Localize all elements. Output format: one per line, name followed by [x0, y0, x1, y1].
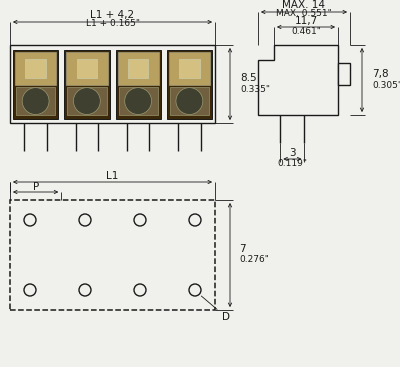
Circle shape: [24, 284, 36, 296]
Bar: [167, 50, 212, 119]
Text: 0.119": 0.119": [278, 160, 307, 168]
Bar: [67, 87, 106, 115]
Bar: [77, 59, 97, 78]
Circle shape: [24, 214, 36, 226]
Bar: [26, 59, 46, 78]
Text: 0.276": 0.276": [239, 255, 269, 265]
Text: L1 + 4,2: L1 + 4,2: [90, 10, 134, 20]
Text: MAX. 14: MAX. 14: [282, 0, 326, 10]
Bar: [116, 50, 161, 119]
Circle shape: [176, 88, 203, 115]
Text: 7: 7: [239, 244, 246, 254]
Bar: [66, 52, 108, 85]
Bar: [15, 52, 56, 85]
Bar: [338, 62, 350, 84]
Text: D: D: [201, 296, 230, 322]
Circle shape: [22, 88, 49, 115]
Bar: [64, 50, 110, 119]
Bar: [16, 87, 55, 115]
Bar: [128, 59, 148, 78]
Bar: [118, 87, 158, 115]
Bar: [118, 52, 159, 85]
Polygon shape: [258, 45, 338, 115]
Bar: [13, 50, 58, 119]
Bar: [10, 200, 215, 310]
Circle shape: [74, 88, 100, 115]
Text: 3: 3: [289, 148, 296, 158]
Text: 7,8: 7,8: [372, 69, 389, 79]
Circle shape: [125, 88, 152, 115]
Bar: [179, 59, 200, 78]
Bar: [170, 87, 209, 115]
Text: 11,7: 11,7: [294, 16, 318, 26]
Circle shape: [79, 284, 91, 296]
Text: 0.461": 0.461": [291, 26, 321, 36]
Text: 0.335": 0.335": [240, 84, 270, 94]
Bar: [10, 45, 215, 123]
Text: 0.305": 0.305": [372, 80, 400, 90]
Circle shape: [189, 284, 201, 296]
Text: P: P: [32, 182, 39, 192]
Text: L1: L1: [106, 171, 119, 181]
Circle shape: [79, 214, 91, 226]
Circle shape: [134, 214, 146, 226]
Bar: [169, 52, 210, 85]
Circle shape: [134, 284, 146, 296]
Text: MAX. 0.551": MAX. 0.551": [276, 10, 332, 18]
Text: 8.5: 8.5: [240, 73, 257, 83]
Text: L1 + 0.165": L1 + 0.165": [86, 19, 140, 29]
Circle shape: [189, 214, 201, 226]
